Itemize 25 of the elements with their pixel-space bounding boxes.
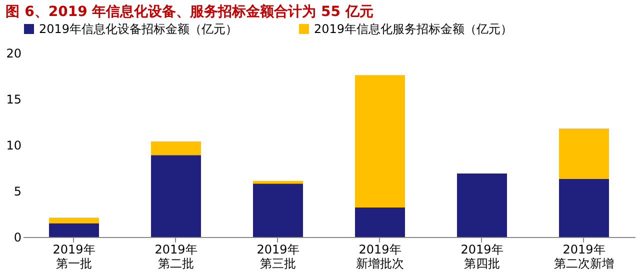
bar (253, 180, 303, 184)
bar (151, 155, 201, 237)
bar (355, 75, 405, 208)
y-tick-label: 10 (6, 138, 22, 152)
x-tick-label: 2019年新增批次 (356, 242, 404, 270)
bar (253, 184, 303, 237)
bar (559, 128, 609, 180)
x-tick-label: 2019年第二批 (154, 242, 198, 270)
y-tick-label: 0 (14, 230, 22, 244)
bar (49, 218, 99, 224)
y-tick-label: 5 (14, 184, 22, 198)
bar (457, 174, 507, 237)
bar (559, 179, 609, 237)
legend-label: 2019年信息化服务招标金额（亿元） (314, 22, 513, 36)
x-tick-label: 2019年第二次新增 (554, 242, 614, 270)
chart-title: 图 6、2019 年信息化设备、服务招标金额合计为 55 亿元 (6, 3, 374, 20)
bar (151, 141, 201, 156)
x-tick-label: 2019年第四批 (460, 242, 504, 270)
bar (355, 208, 405, 237)
legend-label: 2019年信息化设备招标金额（亿元） (39, 22, 238, 36)
y-tick-label: 20 (6, 46, 22, 60)
bar (49, 223, 99, 237)
y-tick-label: 15 (6, 92, 22, 106)
x-tick-label: 2019年第三批 (256, 242, 300, 270)
x-tick-label: 2019年第一批 (52, 242, 96, 270)
